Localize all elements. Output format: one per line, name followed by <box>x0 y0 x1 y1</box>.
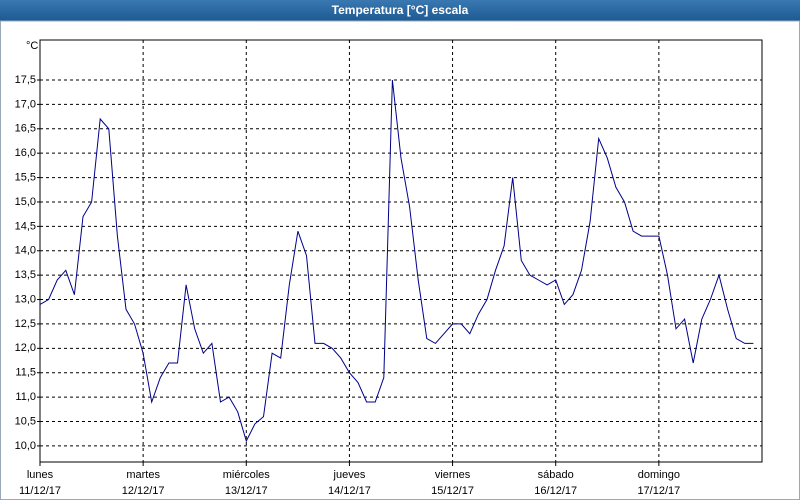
x-tick-date: 13/12/17 <box>225 485 268 497</box>
y-tick-label: 15,0 <box>15 196 36 208</box>
y-tick-label: 16,0 <box>15 147 36 159</box>
x-tick-label: miércoles <box>223 469 271 481</box>
x-tick-label: domingo <box>638 469 680 481</box>
x-tick-date: 11/12/17 <box>19 485 61 497</box>
x-tick-label: lunes <box>27 469 54 481</box>
temperature-line <box>39 79 754 443</box>
x-tick-label: martes <box>126 469 160 481</box>
y-tick-label: 12,0 <box>15 342 36 354</box>
x-tick-date: 12/12/17 <box>122 485 165 497</box>
title-bar <box>0 0 800 21</box>
y-tick-label: 12,5 <box>15 318 36 330</box>
y-tick-label: 14,0 <box>15 245 36 257</box>
y-tick-label: 17,0 <box>15 98 36 110</box>
y-tick-label: 11,5 <box>15 367 36 379</box>
y-axis-label: °C <box>26 40 38 52</box>
y-tick-label: 15,5 <box>15 171 36 183</box>
x-tick-label: jueves <box>333 469 366 481</box>
chart-title: Temperatura [°C] escala <box>332 3 469 17</box>
y-tick-label: 11,0 <box>15 391 36 403</box>
x-tick-date: 15/12/17 <box>431 485 474 497</box>
y-tick-label: 10,5 <box>15 415 36 427</box>
y-tick-label: 16,5 <box>15 123 36 135</box>
y-tick-label: 13,0 <box>15 293 36 305</box>
x-tick-date: 17/12/17 <box>637 485 680 497</box>
x-tick-label: viernes <box>435 469 471 481</box>
x-tick-date: 16/12/17 <box>534 485 577 497</box>
x-tick-date: 14/12/17 <box>328 485 371 497</box>
plot-frame <box>39 39 763 463</box>
x-tick-label: sábado <box>538 469 574 481</box>
y-tick-label: 10,0 <box>15 440 36 452</box>
y-tick-label: 13,5 <box>15 269 36 281</box>
y-tick-label: 14,5 <box>15 220 36 232</box>
y-tick-label: 17,5 <box>15 74 36 86</box>
